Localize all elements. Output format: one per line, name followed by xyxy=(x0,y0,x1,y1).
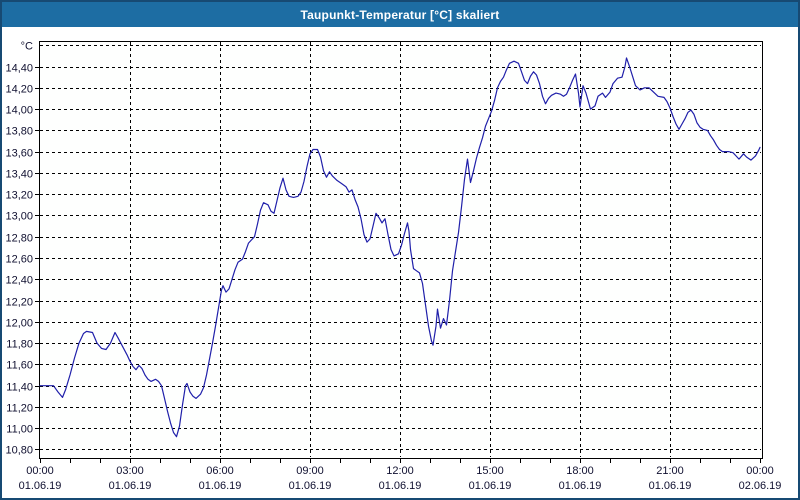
title-bar: Taupunkt-Temperatur [°C] skaliert xyxy=(2,2,798,27)
y-axis-label: 12,20 xyxy=(5,297,33,309)
y-axis-label: 11,00 xyxy=(6,424,33,436)
x-axis-date-label: 01.06.19 xyxy=(649,480,692,492)
x-axis-time-label: 21:00 xyxy=(656,465,684,477)
y-axis-label: 12,00 xyxy=(5,318,33,330)
y-axis-label: 12,80 xyxy=(5,233,33,245)
y-axis-label: 11,80 xyxy=(6,339,33,351)
y-axis-label: 13,40 xyxy=(5,169,33,181)
y-axis-unit-label: °C xyxy=(21,40,33,52)
y-axis-label: 13,80 xyxy=(5,126,33,138)
x-axis-date-label: 01.06.19 xyxy=(559,480,602,492)
window-title: Taupunkt-Temperatur [°C] skaliert xyxy=(300,7,500,22)
x-axis-time-label: 18:00 xyxy=(566,465,594,477)
x-axis-date-label: 01.06.19 xyxy=(109,480,152,492)
y-axis-label: 14,00 xyxy=(5,105,33,117)
y-axis-label: 14,20 xyxy=(5,84,33,96)
x-axis-date-label: 02.06.19 xyxy=(739,480,782,492)
y-axis-label: 11,40 xyxy=(6,382,33,394)
x-axis-date-label: 01.06.19 xyxy=(19,480,62,492)
y-axis-label: 10,80 xyxy=(5,445,33,457)
x-axis-time-label: 00:00 xyxy=(746,465,774,477)
y-axis-label: 13,60 xyxy=(5,148,33,160)
x-axis-time-label: 12:00 xyxy=(386,465,414,477)
x-axis-date-label: 01.06.19 xyxy=(199,480,242,492)
x-axis-time-label: 03:00 xyxy=(116,465,144,477)
x-axis-time-label: 09:00 xyxy=(296,465,324,477)
y-axis-label: 14,40 xyxy=(5,63,33,75)
x-axis-date-label: 01.06.19 xyxy=(289,480,332,492)
y-axis-label: 13,00 xyxy=(5,211,33,223)
x-axis-date-label: 01.06.19 xyxy=(469,480,512,492)
y-axis-label: 12,40 xyxy=(5,275,33,287)
y-axis-label: 12,60 xyxy=(5,254,33,266)
x-axis-time-label: 00:00 xyxy=(26,465,54,477)
x-axis-time-label: 15:00 xyxy=(476,465,504,477)
y-axis-label: 11,60 xyxy=(6,360,33,372)
x-axis-date-label: 01.06.19 xyxy=(379,480,422,492)
dewpoint-series-line xyxy=(39,57,761,438)
y-axis-label: 11,20 xyxy=(6,403,33,415)
y-axis-label: 13,20 xyxy=(5,190,33,202)
x-axis-time-label: 06:00 xyxy=(206,465,234,477)
